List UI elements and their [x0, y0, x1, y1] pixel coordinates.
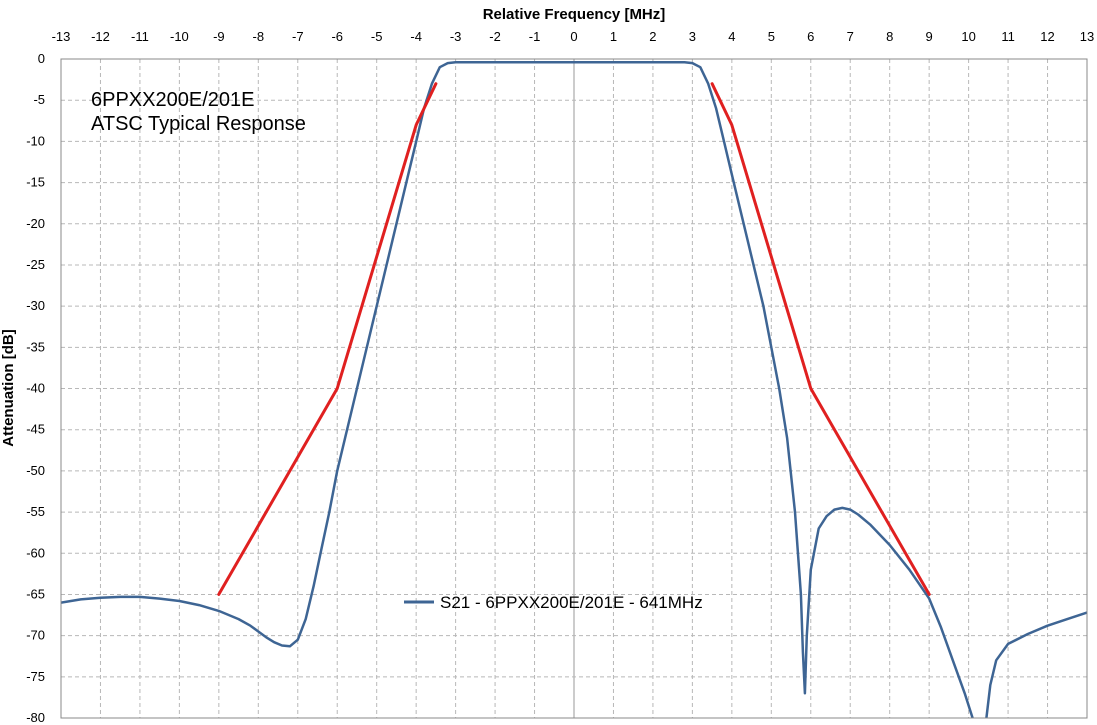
x-tick-label: 3: [689, 29, 696, 44]
legend: S21 - 6PPXX200E/201E - 641MHz: [404, 593, 703, 612]
x-tick-label: -8: [253, 29, 265, 44]
y-tick-label: -5: [33, 92, 45, 107]
x-tick-label: -13: [52, 29, 71, 44]
x-tick-label: -6: [331, 29, 343, 44]
y-tick-label: -50: [26, 463, 45, 478]
x-tick-label: 2: [649, 29, 656, 44]
x-tick-label: -1: [529, 29, 541, 44]
x-tick-label: 1: [610, 29, 617, 44]
y-tick-label: -60: [26, 545, 45, 560]
x-tick-label: -7: [292, 29, 304, 44]
series-s21-line: [61, 61, 1087, 718]
x-tick-label: 10: [961, 29, 975, 44]
y-tick-label: -80: [26, 710, 45, 725]
spec-mask-line: [217, 82, 438, 596]
y-tick-label: -55: [26, 504, 45, 519]
y-tick-labels: 0 -5 -10 -15 -20 -25 -30 -35 -40 -45 -50 -55 -60 -65 -…: [26, 51, 45, 725]
y-tick-label: -15: [26, 175, 45, 190]
y-axis-title: Attenuation [dB]: [0, 329, 17, 446]
x-tick-label: -10: [170, 29, 189, 44]
spec-mask-line: [710, 82, 931, 596]
x-tick-label: 13: [1080, 29, 1094, 44]
y-tick-label: -10: [26, 133, 45, 148]
x-tick-label: 7: [847, 29, 854, 44]
y-tick-label: -75: [26, 669, 45, 684]
y-tick-label: -65: [26, 586, 45, 601]
x-tick-label: 8: [886, 29, 893, 44]
plot-border: [60, 58, 1088, 719]
x-axis-title: Relative Frequency [MHz]: [483, 6, 666, 23]
y-tick-label: -70: [26, 628, 45, 643]
x-tick-label: 5: [768, 29, 775, 44]
x-tick-label: 9: [926, 29, 933, 44]
x-tick-label: -2: [489, 29, 501, 44]
x-tick-label: 4: [728, 29, 735, 44]
y-tick-label: -35: [26, 339, 45, 354]
x-tick-labels: -13 -12 -11 -10 -9 -8 -7 -6 -5 -4 -3 -2 -1 0 1 2 3 4 5 6 7 8 9…: [52, 29, 1095, 44]
x-tick-label: -4: [410, 29, 422, 44]
x-tick-label: -3: [450, 29, 462, 44]
x-tick-label: -5: [371, 29, 383, 44]
legend-label-s21: S21 - 6PPXX200E/201E - 641MHz: [440, 593, 703, 612]
y-tick-label: -20: [26, 216, 45, 231]
x-tick-label: 6: [807, 29, 814, 44]
x-tick-label: 12: [1040, 29, 1054, 44]
y-tick-label: 0: [38, 51, 45, 66]
annotation-response: ATSC Typical Response: [91, 113, 306, 135]
annotation-model: 6PPXX200E/201E: [91, 89, 254, 111]
y-tick-label: -30: [26, 298, 45, 313]
x-tick-label: -9: [213, 29, 225, 44]
y-tick-label: -45: [26, 422, 45, 437]
x-tick-label: -12: [91, 29, 110, 44]
y-tick-label: -25: [26, 257, 45, 272]
x-tick-label: 0: [570, 29, 577, 44]
y-tick-label: -40: [26, 381, 45, 396]
x-tick-label: 11: [1001, 29, 1015, 44]
series-lines: [61, 61, 1087, 718]
x-tick-label: -11: [131, 29, 149, 44]
